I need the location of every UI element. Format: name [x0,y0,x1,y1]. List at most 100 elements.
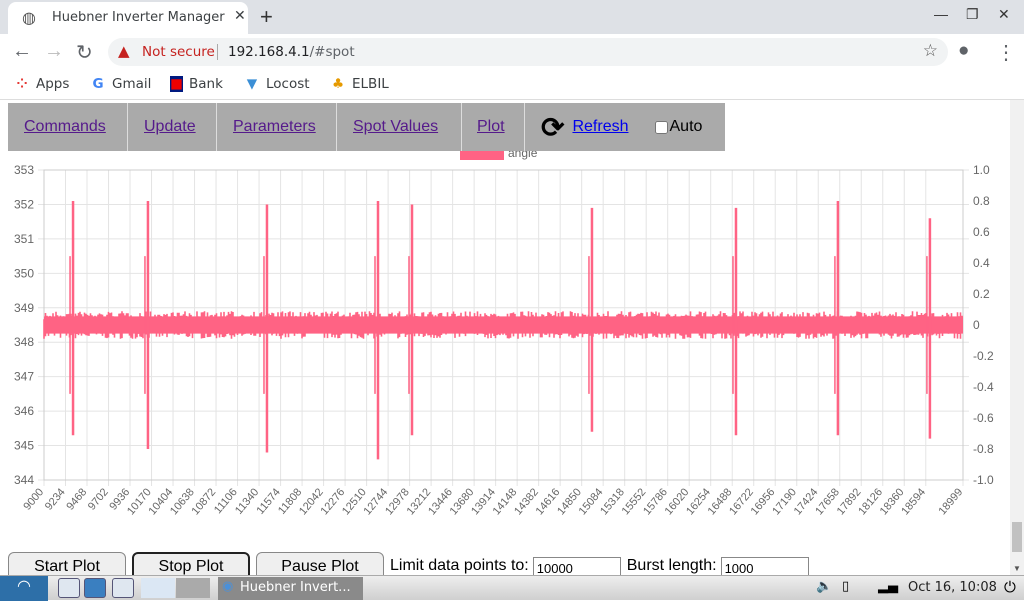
y-right-tick-label: -0.8 [973,442,994,456]
y-left-tick-label: 344 [14,473,34,487]
angle-chart: 344 345 346 347 348 349 350 351 352 353 -1.0 -0.8 -0… [14,145,994,517]
close-tab-icon[interactable]: ✕ [234,8,246,24]
tab-title: Huebner Inverter Manager [52,10,225,25]
menu-spot-values[interactable]: Spot Values [337,103,462,151]
bank-icon: ■ [170,76,183,92]
forward-icon[interactable]: → [44,40,64,62]
profile-icon[interactable]: ● [958,40,970,61]
x-tick-label: 9000 [21,486,46,512]
scrollbar-thumb[interactable] [1012,522,1022,552]
menu-commands[interactable]: Commands [8,103,128,151]
minimize-icon[interactable]: — [934,6,948,22]
browser-launcher-icon[interactable] [84,578,106,598]
browser-toolbar: ← → ↻ ▲ Not secure 192.168.4.1/#spot ☆ ●… [0,34,1024,70]
start-plot-button[interactable]: Start Plot [8,552,126,575]
x-tick-label: 9468 [64,486,89,512]
y-right-tick-label: 0 [973,318,980,332]
y-right-tick-label: 0.8 [973,194,990,208]
y-left-tick-label: 345 [14,439,34,453]
y-left-tick-label: 346 [14,404,34,418]
reload-icon[interactable]: ↻ [76,42,93,64]
power-icon[interactable]: ⏻ [1004,578,1016,596]
globe-icon: ◍ [22,8,36,27]
limit-input[interactable] [532,557,621,575]
y-left-tick-label: 353 [14,163,34,177]
workspace-2[interactable] [176,578,210,598]
menu-parameters[interactable]: Parameters [217,103,337,151]
y-right-tick-label: 0.6 [973,225,990,239]
window-icon[interactable] [112,578,134,598]
y-right-tick-label: 1.0 [973,163,990,177]
new-tab-button[interactable]: + [260,4,273,29]
y-left-tick-label: 347 [14,370,34,384]
burst-input[interactable] [720,557,809,575]
chrome-icon: ◉ [222,579,234,594]
x-tick-label: 9234 [43,486,68,512]
signal-icon[interactable]: ▂▄ [878,579,898,594]
x-tick-label: 9702 [86,486,111,512]
auto-label: Auto [669,118,703,135]
y-right-tick-label: -1.0 [973,473,994,487]
y-right-tick-label: -0.4 [973,380,994,394]
x-tick-label: 10872 [189,486,218,517]
y-right-tick-label: 0.2 [973,287,990,301]
warning-icon: ▲ [118,42,130,60]
refresh-link[interactable]: Refresh [572,118,629,135]
back-icon[interactable]: ← [12,40,32,62]
spot-values-link[interactable]: Spot Values [353,118,439,135]
burst-label: Burst length: [626,557,717,574]
refresh-icon[interactable]: ⟳ [541,111,565,143]
clock[interactable]: Oct 16, 10:08 [908,580,997,595]
scroll-down-icon[interactable]: ▼ [1013,564,1021,573]
bookmark-gmail[interactable]: G Gmail [90,76,151,92]
stop-plot-button[interactable]: Stop Plot [132,552,250,575]
page-scrollbar[interactable]: ▼ [1010,100,1024,575]
address-bar[interactable]: ▲ Not secure 192.168.4.1/#spot ☆ [108,38,948,66]
file-manager-icon[interactable] [58,578,80,598]
menu-update[interactable]: Update [128,103,217,151]
battery-icon[interactable]: ▯ [842,579,850,594]
bookmark-locost[interactable]: ▼ Locost [244,76,310,92]
taskbar: ◠ ◉ Huebner Invert... 🔈 ▯ ▂▄ Oct 16, 10:0… [0,575,1024,601]
close-window-icon[interactable]: ✕ [998,6,1010,22]
y-right-tick-label: -0.2 [973,349,994,363]
menu-dots-icon[interactable]: ⋮ [996,42,1016,64]
y-right-tick-label: -0.6 [973,411,994,425]
update-link[interactable]: Update [144,118,196,135]
limit-label: Limit data points to: [390,557,529,574]
angle-series-line [43,311,963,339]
menu-plot[interactable]: Plot [462,103,525,151]
elbil-icon: ♣ [331,76,345,92]
auto-checkbox-input[interactable] [654,120,668,134]
google-icon: G [92,76,104,92]
bookmark-elbil[interactable]: ♣ ELBIL [331,76,389,92]
y-left-tick-label: 349 [14,301,34,315]
locost-icon: ▼ [246,76,258,92]
volume-icon[interactable]: 🔈 [816,579,833,594]
y-left-tick-label: 351 [14,232,34,246]
restore-icon[interactable]: ❐ [966,6,979,22]
x-tick-label: 18999 [936,486,965,517]
commands-link[interactable]: Commands [24,118,106,135]
browser-tab[interactable]: ◍ Huebner Inverter Manager ✕ [8,2,248,34]
y-left-tick-label: 350 [14,266,34,280]
workspace-1[interactable] [141,578,175,598]
auto-checkbox[interactable]: Auto [654,118,703,136]
y-left-tick-label: 348 [14,335,34,349]
security-label: Not secure [142,44,215,60]
bookmarks-bar: ⁘ Apps G Gmail ■ Bank ▼ Locost ♣ ELBIL [0,70,1024,100]
url-text: 192.168.4.1/#spot [228,44,355,60]
parameters-link[interactable]: Parameters [233,118,316,135]
start-menu-icon[interactable]: ◠ [0,576,48,601]
y-left-tick-label: 352 [14,197,34,211]
y-right-tick-label: 0.4 [973,256,990,270]
bookmark-apps[interactable]: ⁘ Apps [14,76,69,92]
taskbar-chrome-task[interactable]: ◉ Huebner Invert... [218,577,363,600]
pause-plot-button[interactable]: Pause Plot [256,552,384,575]
page-content: 344 345 346 347 348 349 350 351 352 353 -1.0 -0.8 -0… [0,100,1010,575]
star-icon[interactable]: ☆ [922,41,938,61]
plot-link[interactable]: Plot [477,118,505,135]
x-tick-label: 18594 [899,486,928,517]
bookmark-bank[interactable]: ■ Bank [170,76,223,92]
plot-controls: Start Plot Stop Plot Pause Plot Limit da… [8,552,815,575]
